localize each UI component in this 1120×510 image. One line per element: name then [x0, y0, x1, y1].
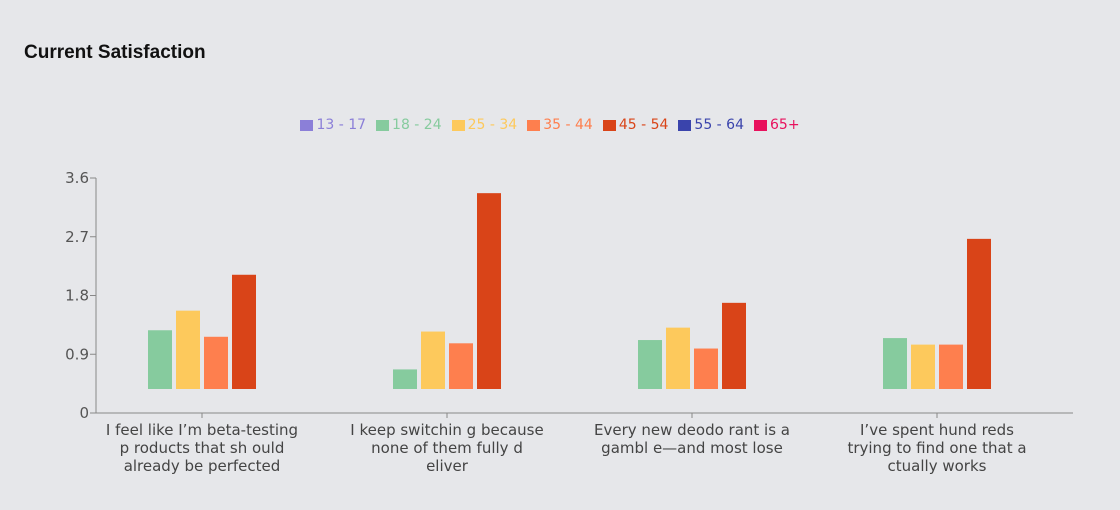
- chart-title: Current Satisfaction: [24, 42, 206, 63]
- legend-swatch: [527, 119, 541, 131]
- y-tick-label: 1.8: [65, 287, 89, 305]
- legend-item[interactable]: 13 - 17: [300, 117, 366, 133]
- y-tick-label: 0.9: [65, 345, 89, 363]
- x-tick-label: none of them fully d: [371, 439, 523, 457]
- bar: [666, 327, 690, 389]
- x-tick-label: eliver: [426, 457, 469, 475]
- y-tick-label: 2.7: [65, 228, 89, 246]
- bar: [148, 330, 172, 389]
- legend-label: 25 - 34: [467, 117, 518, 133]
- legend-swatch: [678, 119, 692, 131]
- bar: [449, 343, 473, 389]
- bar: [694, 348, 718, 389]
- bar: [883, 338, 907, 389]
- x-tick-label: already be perfected: [124, 457, 281, 475]
- legend-label: 18 - 24: [392, 117, 442, 133]
- bar: [176, 310, 200, 389]
- legend-swatch: [300, 119, 314, 131]
- bar: [393, 369, 417, 389]
- chart-legend: 13 - 17 18 - 24 25 - 34 35 - 44 45 - 54 55 - …: [0, 117, 1100, 133]
- bar: [722, 302, 746, 389]
- y-tick-label: 0: [79, 404, 89, 422]
- x-tick-label: ctually works: [888, 457, 987, 475]
- legend-item[interactable]: 65+: [754, 117, 800, 133]
- x-tick-label: trying to find one that a: [847, 439, 1026, 457]
- bar: [232, 274, 256, 389]
- x-tick-label: p roducts that sh ould: [120, 439, 285, 457]
- legend-label: 65+: [770, 117, 800, 133]
- legend-item[interactable]: 55 - 64: [678, 117, 744, 133]
- legend-swatch: [451, 119, 465, 131]
- legend-label: 45 - 54: [618, 117, 669, 133]
- bar: [204, 336, 228, 389]
- legend-label: 55 - 64: [694, 117, 744, 133]
- bar: [638, 340, 662, 389]
- x-tick-label: I keep switchin g because: [350, 421, 543, 439]
- bar: [911, 344, 935, 389]
- bar: [967, 238, 991, 389]
- legend-swatch: [376, 119, 390, 131]
- legend-item[interactable]: 18 - 24: [376, 117, 442, 133]
- bar: [477, 193, 501, 389]
- legend-swatch: [754, 119, 767, 131]
- legend-label: 35 - 44: [543, 117, 593, 133]
- x-tick-label: I’ve spent hund reds: [860, 421, 1014, 439]
- x-tick-label: Every new deodo rant is a: [594, 421, 790, 439]
- y-tick-label: 3.6: [65, 169, 89, 187]
- x-tick-label: I feel like I’m beta-testing: [106, 421, 298, 439]
- legend-swatch: [602, 119, 616, 131]
- legend-item[interactable]: 35 - 44: [527, 117, 593, 133]
- legend-item[interactable]: 25 - 34: [451, 117, 518, 133]
- bar: [421, 331, 445, 389]
- bar: [939, 344, 963, 389]
- legend-item[interactable]: 45 - 54: [602, 117, 669, 133]
- legend-label: 13 - 17: [316, 117, 367, 133]
- x-tick-label: gambl e—and most lose: [601, 439, 783, 457]
